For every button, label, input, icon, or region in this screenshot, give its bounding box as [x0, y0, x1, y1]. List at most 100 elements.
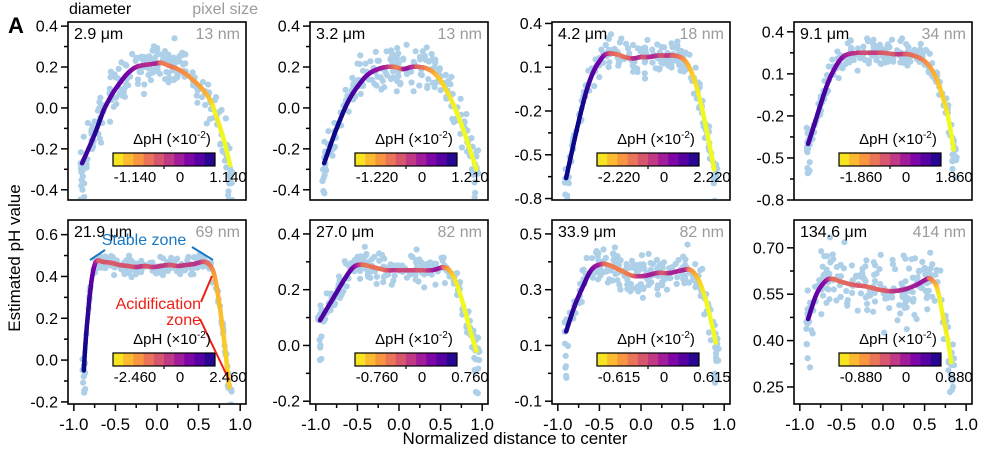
svg-text:0.4: 0.4 [278, 19, 300, 36]
svg-text:-0.5: -0.5 [101, 415, 130, 434]
svg-text:0.0: 0.0 [145, 415, 169, 434]
colorbar [354, 152, 458, 169]
plot-panel-1: 0.4 0.2 0.0 -0.2 -0.4 2.9 μm 13 nm ΔpH (×10-… [8, 19, 256, 210]
svg-text:-0.2: -0.2 [30, 394, 58, 411]
axis-ticks [303, 25, 310, 191]
fit-curve [563, 51, 717, 181]
colorbar [112, 152, 216, 169]
svg-text:0.5: 0.5 [913, 415, 937, 434]
svg-text:0.0: 0.0 [387, 415, 411, 434]
svg-text:-0.5: -0.5 [827, 415, 856, 434]
svg-text:-0.5: -0.5 [343, 415, 372, 434]
svg-text:-0.8: -0.8 [756, 193, 784, 210]
scatter-points [315, 243, 483, 397]
header-pixel-size: pixel size [192, 1, 258, 18]
svg-text:-0.5: -0.5 [514, 147, 542, 164]
svg-text:0.40: 0.40 [753, 333, 784, 350]
svg-text:-0.5: -0.5 [756, 150, 784, 167]
axis-ticks [61, 233, 241, 411]
svg-text:0.4: 0.4 [36, 19, 58, 36]
svg-text:-0.2: -0.2 [30, 141, 58, 158]
fit-curve [317, 262, 479, 354]
svg-text:0.4: 0.4 [278, 226, 300, 243]
plot-panel-2: 0.4 0.2 0.0 -0.2 -0.4 3.2 μm 13 nm ΔpH (×10-… [250, 19, 498, 210]
plot-frame [793, 21, 973, 201]
fit-curve [321, 64, 479, 172]
plot-panel-4: 0.4 0.1 -0.2 -0.5 -0.8 9.1 μm 34 nm ΔpH (×10… [734, 21, 982, 210]
colorbar [838, 152, 942, 169]
axis-ticks [545, 22, 552, 200]
axis-ticks [787, 31, 794, 201]
svg-text:-0.1: -0.1 [514, 394, 542, 411]
fit-curve [805, 50, 956, 152]
axis-ticks [787, 247, 967, 411]
svg-text:-0.2: -0.2 [272, 141, 300, 158]
svg-text:1.0: 1.0 [470, 415, 494, 434]
svg-text:0.25: 0.25 [753, 379, 784, 396]
svg-text:0.55: 0.55 [753, 287, 784, 304]
plot-panel-7: 0.5 0.3 0.1 -0.1 -1.0 -0.5 0.0 0.5 1.0 33.9 μm 8… [492, 219, 740, 440]
svg-text:0.70: 0.70 [753, 240, 784, 257]
svg-text:1.0: 1.0 [954, 415, 978, 434]
svg-text:1.0: 1.0 [712, 415, 736, 434]
svg-text:0.5: 0.5 [187, 415, 211, 434]
plot-panel-5: 0.6 0.4 0.2 0.0 -0.2 -1.0 -0.5 0.0 0.5 1.0 21.9 μ… [8, 219, 256, 440]
tick-labels: 0.4 0.2 0.0 -0.2 -0.4 [272, 19, 300, 200]
svg-text:0.0: 0.0 [36, 353, 58, 370]
svg-text:0.1: 0.1 [520, 338, 542, 355]
plot-panel-8: 0.70 0.55 0.40 0.25 -1.0 -0.5 0.0 0.5 1.0 134.6 … [734, 219, 982, 440]
axis-ticks [303, 233, 483, 411]
svg-text:-1.0: -1.0 [785, 415, 814, 434]
plot-canvas: 0.70 0.55 0.40 0.25 -1.0 -0.5 0.0 0.5 1.0 [753, 219, 978, 434]
svg-text:-0.2: -0.2 [756, 108, 784, 125]
svg-text:-0.5: -0.5 [585, 415, 614, 434]
plot-canvas: 0.4 0.2 0.0 -0.2-1.0 -0.5 0.0 0.5 1.0 [272, 219, 494, 434]
svg-text:0.4: 0.4 [36, 269, 58, 286]
tick-labels: 0.4 0.1 -0.2 -0.5 -0.8 [756, 24, 784, 209]
header-diameter: diameter [69, 1, 132, 18]
svg-text:0.3: 0.3 [520, 282, 542, 299]
plot-panel-3: 0.4 0.1 -0.2 -0.5 -0.8 4.2 μm 18 nm ΔpH (×10… [492, 16, 740, 210]
svg-text:0.6: 0.6 [36, 227, 58, 244]
svg-text:-1.0: -1.0 [301, 415, 330, 434]
svg-text:0.2: 0.2 [36, 60, 58, 77]
tick-labels: 0.70 0.55 0.40 0.25 -1.0 -0.5 0.0 0.5 1.0 [753, 240, 978, 434]
svg-text:0.2: 0.2 [36, 311, 58, 328]
svg-text:-0.2: -0.2 [272, 394, 300, 411]
svg-text:0.5: 0.5 [671, 415, 695, 434]
fit-curve [79, 60, 233, 168]
fit-curve [805, 276, 954, 365]
tick-labels: 0.6 0.4 0.2 0.0 -0.2-1.0 -0.5 0.0 0.5 1.0 [30, 227, 252, 434]
plot-canvas: 0.6 0.4 0.2 0.0 -0.2-1.0 -0.5 0.0 0.5 1.0 [30, 219, 252, 434]
svg-text:-1.0: -1.0 [59, 415, 88, 434]
plot-frame [309, 21, 489, 201]
axis-ticks [545, 233, 725, 411]
svg-text:-0.8: -0.8 [514, 191, 542, 208]
colorbar [596, 352, 700, 369]
svg-text:0.5: 0.5 [520, 226, 542, 243]
svg-text:-0.2: -0.2 [514, 104, 542, 121]
svg-text:0.0: 0.0 [278, 100, 300, 117]
svg-text:-1.0: -1.0 [543, 415, 572, 434]
svg-text:0.1: 0.1 [762, 66, 784, 83]
svg-text:-0.4: -0.4 [272, 182, 300, 199]
fit-curve [563, 261, 719, 345]
plot-canvas: 0.4 0.1 -0.2 -0.5 -0.8 [756, 21, 973, 210]
svg-text:0.2: 0.2 [278, 282, 300, 299]
colorbar [112, 352, 216, 369]
figure-letter: A [8, 13, 24, 38]
plot-canvas: 0.5 0.3 0.1 -0.1-1.0 -0.5 0.0 0.5 1.0 [514, 219, 736, 434]
svg-text:0.4: 0.4 [762, 24, 784, 41]
colorbar [354, 352, 458, 369]
svg-text:0.0: 0.0 [871, 415, 895, 434]
plot-frame [67, 21, 247, 201]
x-axis-label: Normalized distance to center [402, 429, 628, 448]
plot-canvas: 0.4 0.1 -0.2 -0.5 -0.8 [514, 16, 731, 208]
svg-text:0.2: 0.2 [278, 60, 300, 77]
svg-text:0.4: 0.4 [520, 16, 542, 33]
svg-text:0.0: 0.0 [629, 415, 653, 434]
svg-text:1.0: 1.0 [228, 415, 252, 434]
axis-ticks [61, 25, 68, 191]
colorbar [838, 352, 942, 369]
